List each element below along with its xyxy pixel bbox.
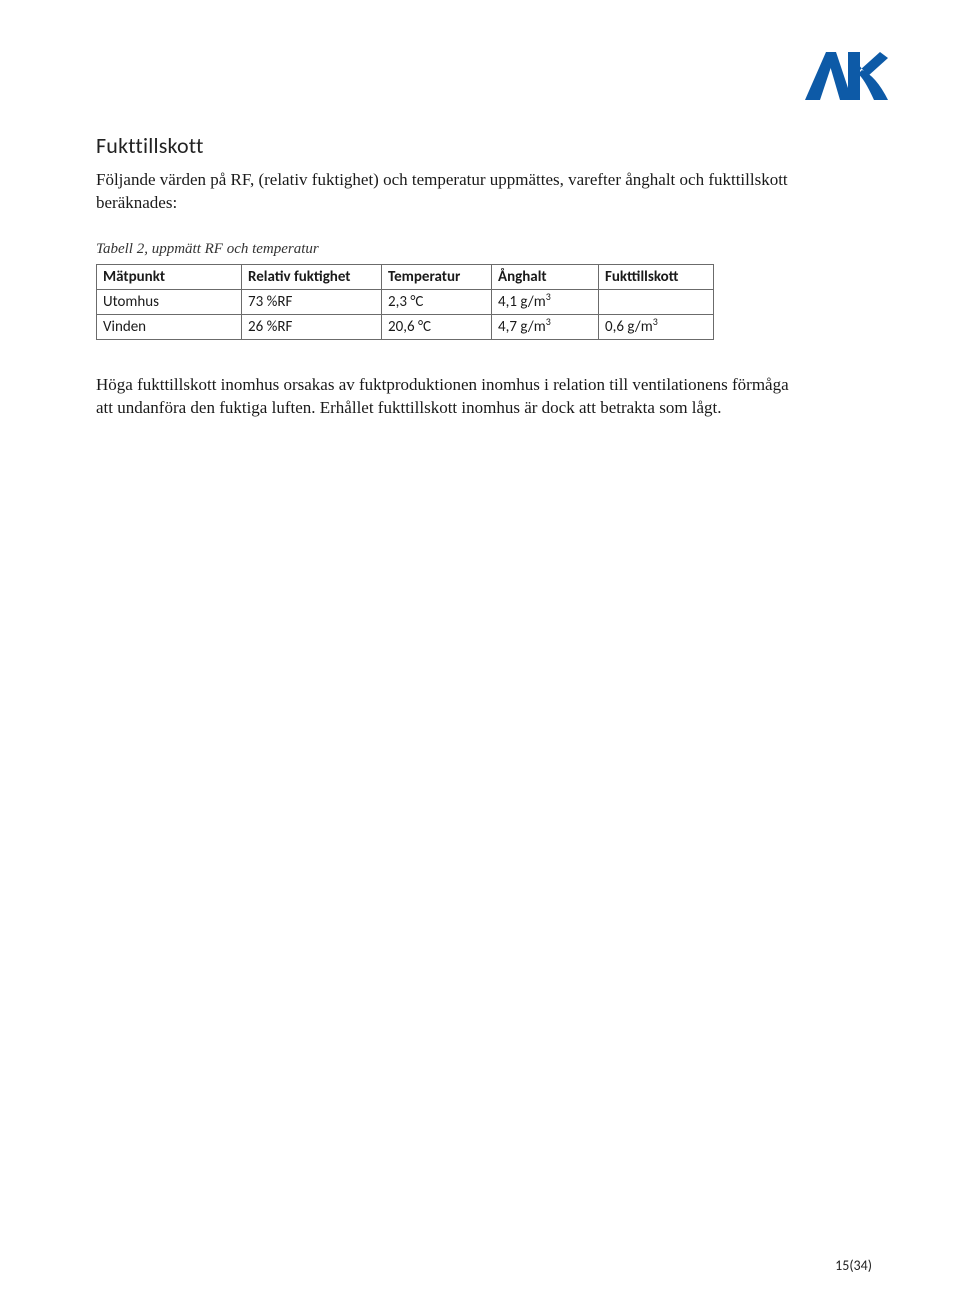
cell-temp: 2,3 °C	[382, 289, 492, 314]
th-rf: Relativ fuktighet	[242, 264, 382, 289]
measurement-table: Mätpunkt Relativ fuktighet Temperatur Ån…	[96, 264, 714, 340]
th-temp: Temperatur	[382, 264, 492, 289]
cell-fukt	[599, 289, 714, 314]
cell-rf: 26 %RF	[242, 314, 382, 339]
th-matpunkt: Mätpunkt	[97, 264, 242, 289]
th-anghalt: Ånghalt	[492, 264, 599, 289]
th-fukt: Fukttillskott	[599, 264, 714, 289]
intro-paragraph: Följande värden på RF, (relativ fuktighe…	[96, 169, 796, 215]
table-row: Utomhus 73 %RF 2,3 °C 4,1 g/m3	[97, 289, 714, 314]
table-row: Vinden 26 %RF 20,6 °C 4,7 g/m3 0,6 g/m3	[97, 314, 714, 339]
cell-rf: 73 %RF	[242, 289, 382, 314]
cell-matpunkt: Utomhus	[97, 289, 242, 314]
page-number: 15(34)	[835, 1257, 872, 1274]
cell-fukt: 0,6 g/m3	[599, 314, 714, 339]
cell-matpunkt: Vinden	[97, 314, 242, 339]
ak-logo	[802, 50, 888, 109]
after-table-paragraph: Höga fukttillskott inomhus orsakas av fu…	[96, 374, 796, 420]
cell-temp: 20,6 °C	[382, 314, 492, 339]
table-caption: Tabell 2, uppmätt RF och temperatur	[96, 241, 870, 258]
cell-anghalt: 4,1 g/m3	[492, 289, 599, 314]
page: Fukttillskott Följande värden på RF, (re…	[0, 0, 960, 1308]
table-header-row: Mätpunkt Relativ fuktighet Temperatur Ån…	[97, 264, 714, 289]
section-title: Fukttillskott	[96, 132, 870, 159]
cell-anghalt: 4,7 g/m3	[492, 314, 599, 339]
